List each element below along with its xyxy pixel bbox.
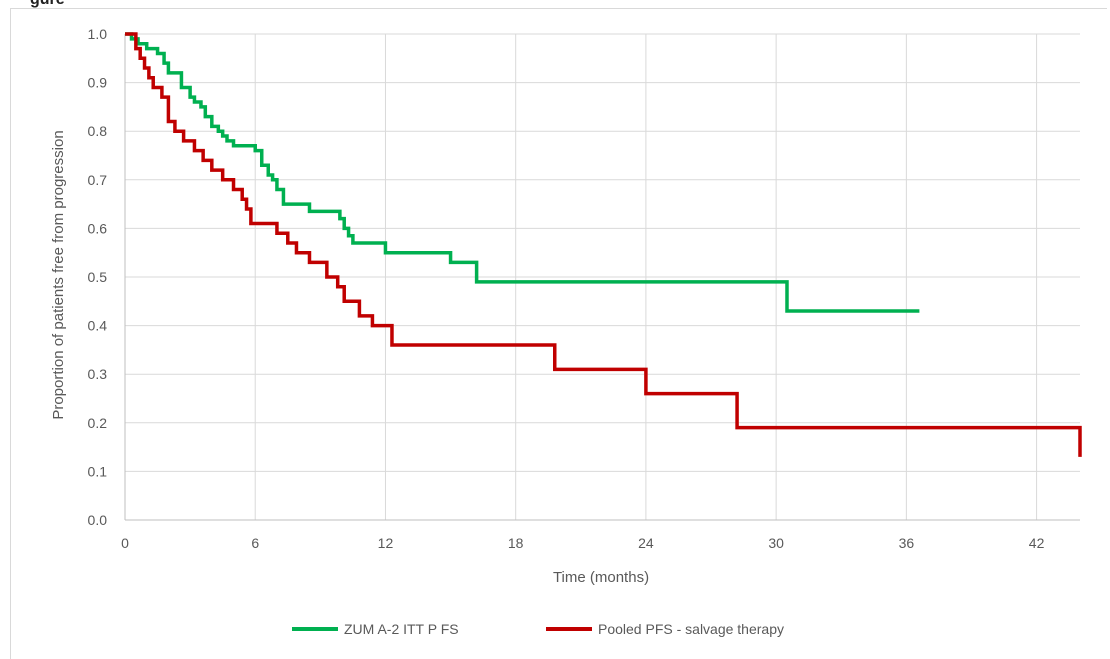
chart-title: gure (30, 0, 65, 9)
y-tick-label: 0.5 (88, 269, 108, 285)
y-tick-label: 0.3 (88, 366, 108, 382)
y-tick-label: 0.9 (88, 75, 108, 91)
x-axis-title: Time (months) (553, 569, 649, 586)
y-tick-label: 0.4 (88, 318, 108, 334)
legend-label-zuma2: ZUM A-2 ITT P FS (344, 621, 459, 637)
y-tick-label: 0.6 (88, 220, 108, 236)
series-line-pooled (125, 32, 1082, 457)
y-axis-title: Proportion of patients free from progres… (50, 130, 67, 419)
y-tick-label: 0.1 (88, 463, 108, 479)
x-tick-label: 12 (378, 535, 394, 551)
x-tick-label: 36 (899, 535, 915, 551)
y-tick-label: 0.7 (88, 172, 108, 188)
series-layer (125, 32, 1082, 457)
y-tick-label: 1.0 (88, 26, 108, 42)
x-tick-label: 24 (638, 535, 654, 551)
y-tick-label: 0.0 (88, 512, 108, 528)
y-tick-label: 0.2 (88, 415, 108, 431)
chart-frame (10, 8, 1107, 659)
x-tick-label: 42 (1029, 535, 1045, 551)
grid-layer (124, 33, 1080, 521)
x-tick-label: 6 (251, 535, 259, 551)
x-tick-label: 18 (508, 535, 524, 551)
y-tick-label: 0.8 (88, 123, 108, 139)
legend-label-pooled: Pooled PFS - salvage therapy (598, 621, 784, 637)
legend: ZUM A-2 ITT P FS Pooled PFS - salvage th… (292, 621, 784, 637)
x-tick-label: 0 (121, 535, 129, 551)
axis-layer: 0.0 0.1 0.2 0.3 0.4 0.5 0.6 0.7 0.8 0.9 1.0 0 6 12 18 2… (88, 26, 1080, 551)
series-line-zuma2 (125, 32, 920, 313)
x-tick-label: 30 (768, 535, 784, 551)
